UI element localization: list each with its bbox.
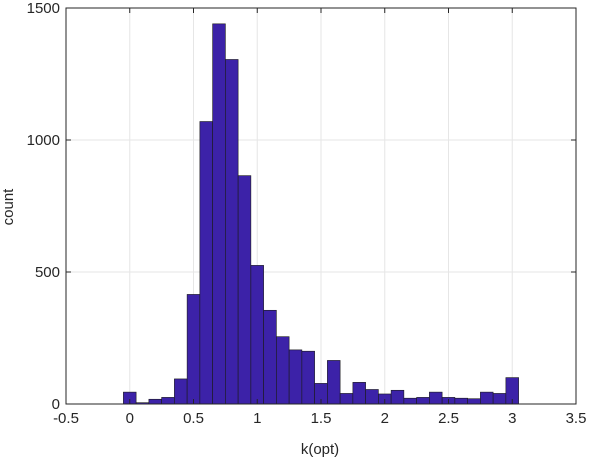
histogram-bar xyxy=(492,393,507,405)
histogram-bar xyxy=(225,59,239,405)
x-tick-label: 1.5 xyxy=(311,410,332,427)
histogram-bar xyxy=(161,397,175,405)
histogram-bar xyxy=(352,382,366,405)
histogram-bar xyxy=(250,265,264,405)
y-tick-label: 1500 xyxy=(27,0,60,17)
x-tick-label: -0.5 xyxy=(53,410,79,427)
histogram-bar xyxy=(403,397,417,405)
histogram-bar xyxy=(480,391,494,405)
histogram-bar xyxy=(212,23,226,405)
histogram-bar xyxy=(148,398,162,405)
grid-layer xyxy=(65,7,577,405)
histogram-bar xyxy=(263,309,277,405)
bars-layer xyxy=(123,23,519,405)
x-tick-label: 2.5 xyxy=(438,410,459,427)
histogram-bar xyxy=(327,360,341,405)
histogram-bar xyxy=(301,350,315,405)
histogram-bar xyxy=(288,349,303,405)
histogram-bar xyxy=(174,378,188,405)
histogram-bar xyxy=(467,398,481,405)
histogram-bar xyxy=(416,397,430,405)
y-tick-label: 500 xyxy=(35,264,60,281)
histogram-bar xyxy=(237,175,252,405)
histogram-bar xyxy=(199,121,213,405)
histogram-bar xyxy=(429,391,443,405)
x-axis-label: k(opt) xyxy=(301,441,339,458)
x-tick-label: 0 xyxy=(126,410,134,427)
histogram-bar xyxy=(339,393,354,405)
histogram-bar xyxy=(365,389,379,405)
x-tick-label: 2 xyxy=(381,410,389,427)
histogram-bar xyxy=(390,389,405,405)
x-tick-label: 3 xyxy=(508,410,516,427)
y-axis-label: count xyxy=(0,188,17,226)
x-tick-label: 3.5 xyxy=(566,410,587,427)
x-tick-label: 1 xyxy=(253,410,261,427)
histogram-bar xyxy=(276,336,290,405)
y-tick-label: 0 xyxy=(52,396,60,413)
x-tick-label: 0.5 xyxy=(183,410,204,427)
y-tick-label: 1000 xyxy=(27,132,60,149)
histogram-bar xyxy=(454,397,468,405)
histogram-bar xyxy=(186,294,201,405)
